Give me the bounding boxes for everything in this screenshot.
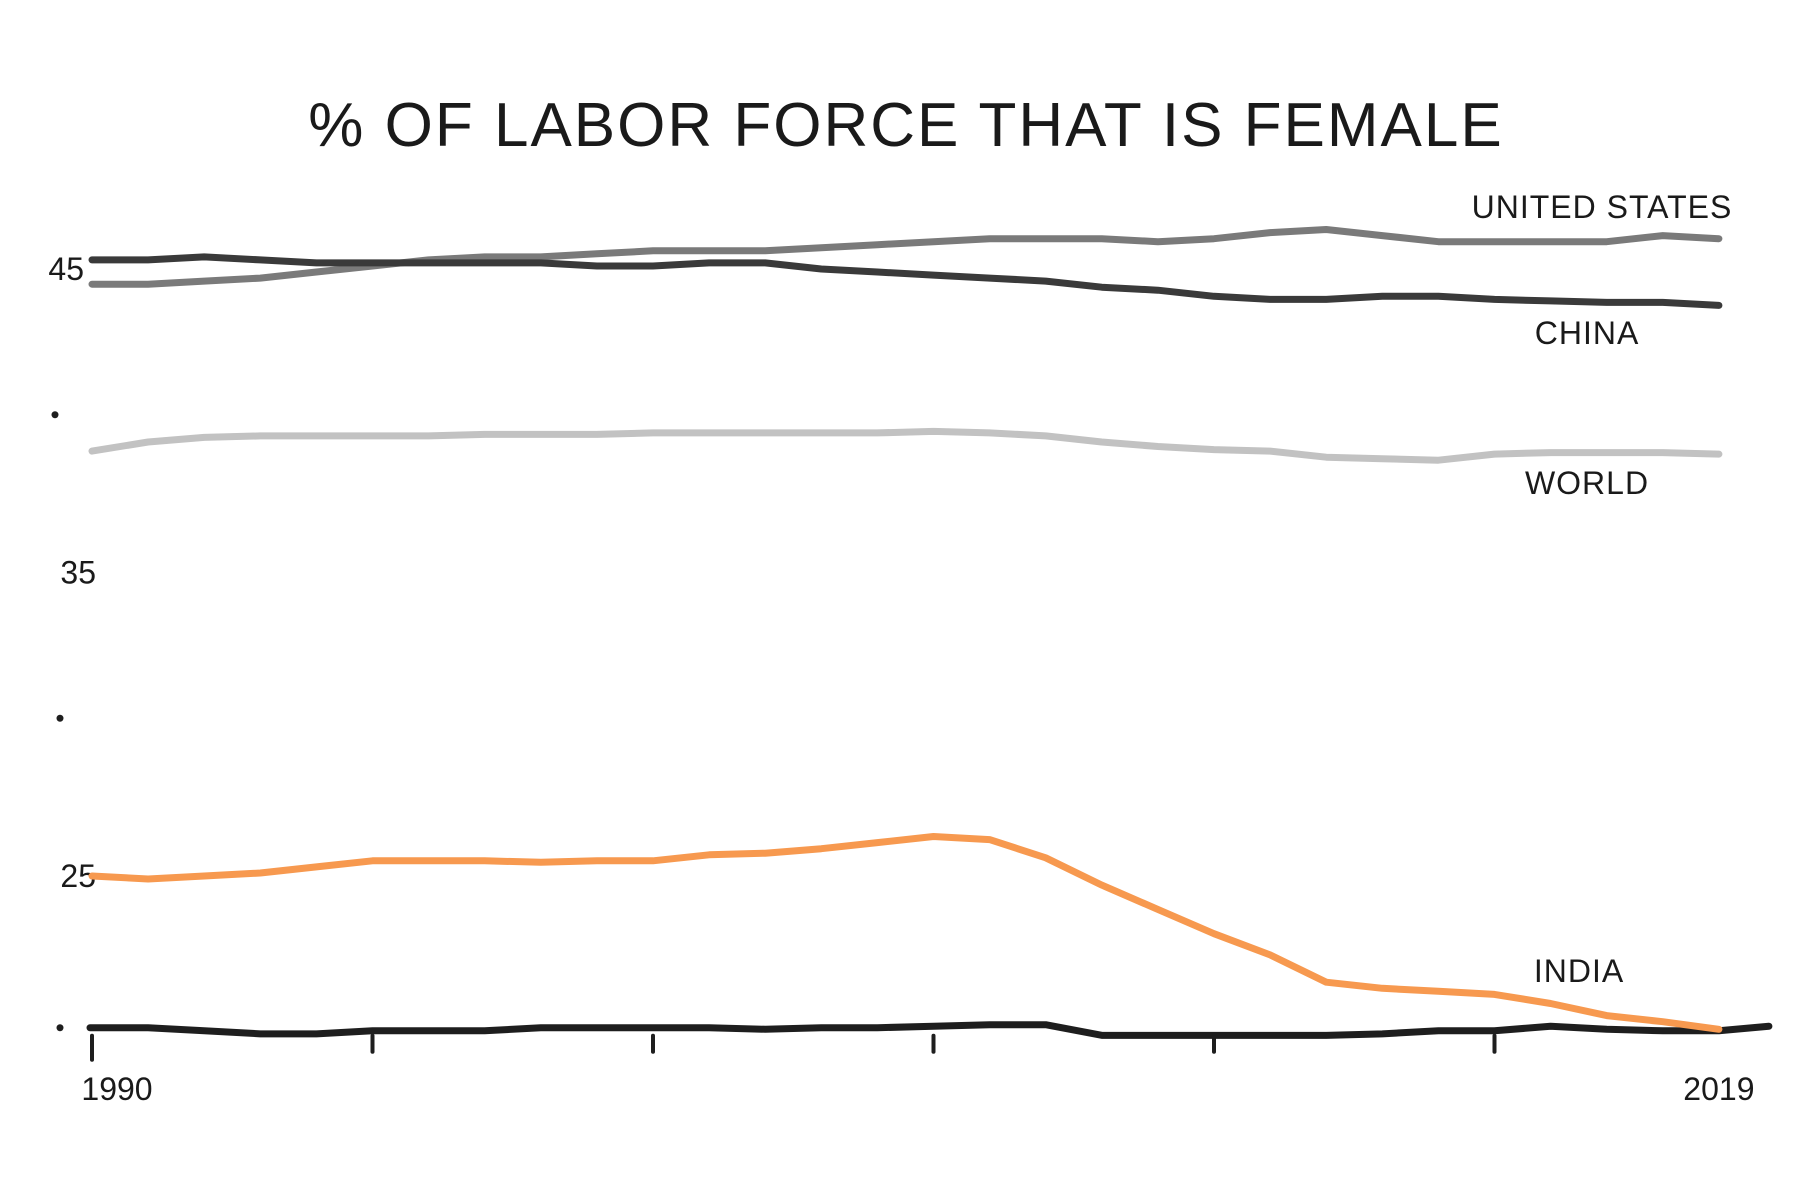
series-label: INDIA: [1534, 953, 1624, 989]
series-label: WORLD: [1525, 465, 1649, 501]
x-axis-line: [86, 1021, 1773, 1039]
series-label: UNITED STATES: [1472, 189, 1733, 225]
x-tick-label: 2019: [1683, 1071, 1754, 1107]
y-tick-label: 35: [60, 555, 96, 591]
x-axis: 1990 2019: [81, 1021, 1773, 1107]
series-labels: UNITED STATES CHINA WORLD INDIA: [1472, 189, 1733, 989]
series-line-china: [88, 253, 1723, 309]
series-label: CHINA: [1535, 315, 1640, 351]
y-minor-tick-dot: [56, 714, 64, 722]
y-minor-tick-dot: [51, 411, 59, 419]
y-minor-tick-dot: [56, 1024, 64, 1032]
x-tick-label: 1990: [81, 1071, 152, 1107]
series-line-world: [88, 427, 1723, 464]
chart-title: % OF LABOR FORCE THAT IS FEMALE: [308, 91, 1503, 160]
series-lines: [88, 226, 1723, 1033]
series-line-india: [88, 833, 1723, 1033]
series-line-united-states: [88, 226, 1723, 288]
y-tick-label: 45: [48, 251, 84, 287]
